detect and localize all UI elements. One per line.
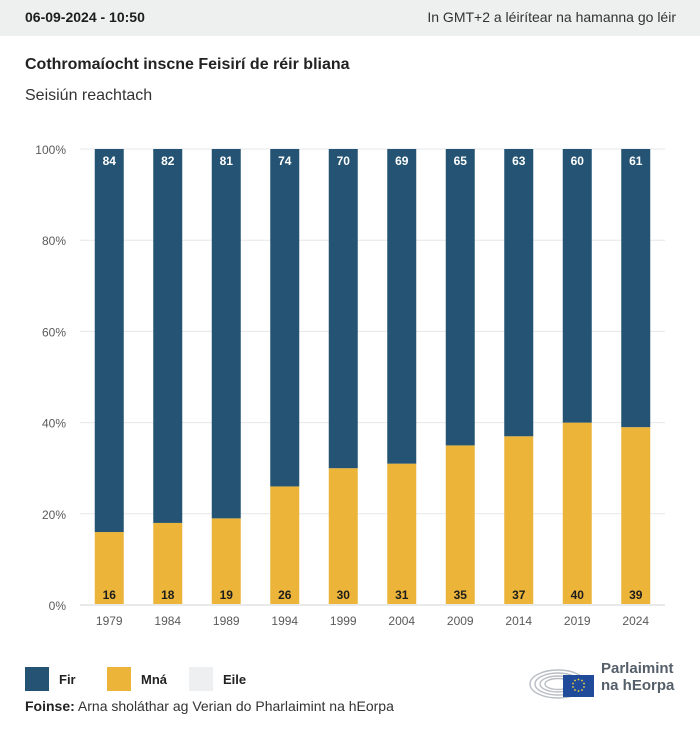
- stacked-bar-chart: 0% 20% 40% 60% 80% 100% 84 16 82 18 81 19 74 26 70 30 6…: [35, 143, 665, 628]
- bar-men: [270, 149, 300, 487]
- datetime: 06-09-2024 - 10:50: [25, 9, 145, 25]
- bar-men: [387, 149, 417, 464]
- bar-women: [328, 468, 358, 604]
- y-tick-label: 0%: [49, 599, 67, 613]
- x-tick-label: 2019: [564, 614, 591, 628]
- legend-swatch-men: [25, 667, 49, 691]
- legend-item-women: Mná: [107, 667, 169, 691]
- legend-item-men: Fir: [25, 667, 87, 691]
- logo-line-1: Parlaimint: [601, 660, 674, 677]
- bar-men: [504, 149, 534, 437]
- bar-women: [94, 532, 124, 604]
- bar-women: [562, 422, 592, 604]
- data-label-women: 39: [629, 588, 643, 602]
- data-label-women: 18: [161, 588, 175, 602]
- data-label-women: 26: [278, 588, 292, 602]
- bar-men: [445, 149, 475, 446]
- data-label-men: 69: [395, 154, 409, 168]
- bar-women: [270, 486, 300, 604]
- bar-women: [504, 436, 534, 604]
- bar-men: [621, 149, 651, 428]
- legend-label-other: Eile: [223, 671, 247, 687]
- legend-swatch-women: [107, 667, 131, 691]
- data-label-men: 61: [629, 154, 643, 168]
- legend-item-other: Eile: [189, 667, 251, 691]
- x-tick-label: 2004: [388, 614, 415, 628]
- y-axis-ticks: 0% 20% 40% 60% 80% 100%: [35, 143, 66, 613]
- data-labels: 84 16 82 18 81 19 74 26 70 30 69 31 65 35 63 37 60 40 61 39: [103, 154, 643, 602]
- legend: Fir Mná Eile: [25, 667, 271, 691]
- data-label-men: 60: [571, 154, 585, 168]
- bar-women: [153, 522, 183, 604]
- chart-title: Cothromaíocht inscne Feisirí de réir bli…: [25, 56, 350, 73]
- logo-text: Parlaimint na hEorpa: [601, 660, 674, 694]
- data-label-women: 19: [220, 588, 234, 602]
- data-label-women: 30: [337, 588, 351, 602]
- legend-swatch-other: [189, 667, 213, 691]
- x-tick-label: 2014: [505, 614, 532, 628]
- legend-label-women: Mná: [141, 671, 167, 687]
- x-tick-label: 1994: [271, 614, 298, 628]
- bar-men: [211, 149, 241, 519]
- data-label-men: 82: [161, 154, 175, 168]
- y-tick-label: 100%: [35, 143, 66, 157]
- x-tick-label: 2024: [622, 614, 649, 628]
- data-label-men: 74: [278, 154, 292, 168]
- x-tick-label: 1984: [154, 614, 181, 628]
- data-label-men: 63: [512, 154, 526, 168]
- chart-subtitle: Seisiún reachtach: [25, 87, 153, 104]
- source-text: Arna sholáthar ag Verian do Pharlaimint …: [77, 698, 394, 714]
- data-label-men: 65: [454, 154, 468, 168]
- source-label: Foinse:: [25, 698, 75, 714]
- bar-men: [328, 149, 358, 469]
- top-bar: 06-09-2024 - 10:50 In GMT+2 a léirítear …: [0, 0, 700, 36]
- data-label-women: 37: [512, 588, 526, 602]
- data-label-women: 16: [103, 588, 117, 602]
- y-tick-label: 60%: [42, 325, 66, 339]
- y-tick-label: 40%: [42, 417, 66, 431]
- bar-women: [445, 445, 475, 604]
- bar-men: [153, 149, 183, 523]
- y-tick-label: 20%: [42, 508, 66, 522]
- x-tick-label: 1999: [330, 614, 357, 628]
- x-tick-label: 1989: [213, 614, 240, 628]
- european-parliament-logo: Parlaimint na hEorpa: [528, 660, 688, 700]
- bar-men: [562, 149, 592, 423]
- data-label-men: 81: [220, 154, 234, 168]
- data-label-men: 70: [337, 154, 351, 168]
- timezone-note: In GMT+2 a léirítear na hamanna go léir: [427, 9, 676, 25]
- data-label-women: 40: [571, 588, 585, 602]
- bar-men: [94, 149, 124, 533]
- logo-line-2: na hEorpa: [601, 677, 675, 694]
- data-label-men: 84: [103, 154, 117, 168]
- data-label-women: 35: [454, 588, 468, 602]
- x-axis-ticks: 1979 1984 1989 1994 1999 2004 2009 2014 2019 2024: [96, 614, 650, 628]
- bar-women: [211, 518, 241, 604]
- legend-label-men: Fir: [59, 671, 76, 687]
- x-tick-label: 2009: [447, 614, 474, 628]
- bars: [94, 149, 651, 604]
- y-tick-label: 80%: [42, 234, 66, 248]
- parliament-hemicycle-icon: [529, 669, 594, 699]
- x-tick-label: 1979: [96, 614, 123, 628]
- data-label-women: 31: [395, 588, 409, 602]
- source-note: Foinse: Arna sholáthar ag Verian do Phar…: [25, 698, 394, 714]
- bar-women: [387, 463, 417, 604]
- bar-women: [621, 427, 651, 604]
- eu-flag-icon: [563, 675, 594, 697]
